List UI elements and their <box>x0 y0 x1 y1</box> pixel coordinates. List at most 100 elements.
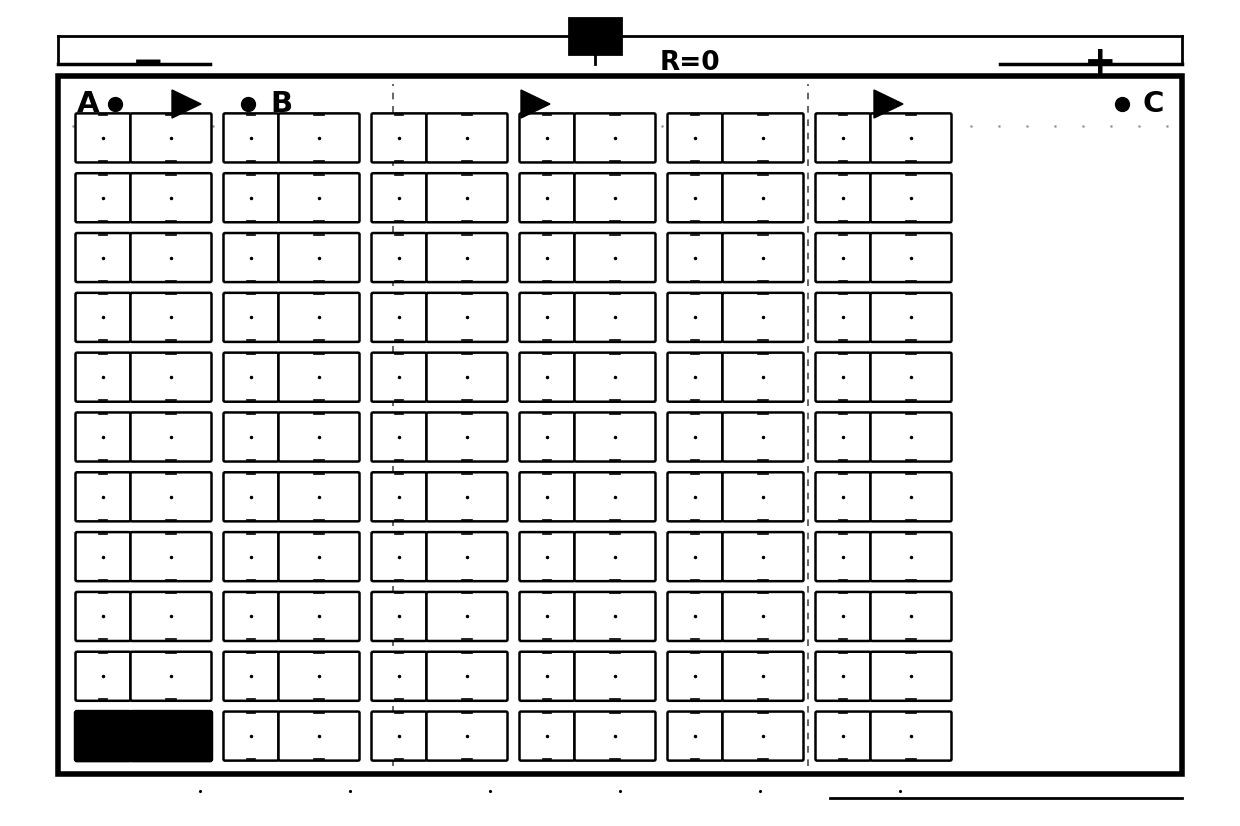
FancyBboxPatch shape <box>723 113 804 163</box>
FancyBboxPatch shape <box>816 412 870 462</box>
Polygon shape <box>172 90 201 118</box>
Text: A: A <box>77 90 99 118</box>
FancyBboxPatch shape <box>667 233 723 282</box>
FancyBboxPatch shape <box>574 353 656 401</box>
FancyBboxPatch shape <box>130 652 212 700</box>
FancyBboxPatch shape <box>574 652 656 700</box>
FancyBboxPatch shape <box>520 173 574 222</box>
Polygon shape <box>874 90 903 118</box>
FancyBboxPatch shape <box>372 353 427 401</box>
FancyBboxPatch shape <box>574 113 656 163</box>
FancyBboxPatch shape <box>427 412 507 462</box>
FancyBboxPatch shape <box>870 173 951 222</box>
FancyBboxPatch shape <box>76 353 130 401</box>
FancyBboxPatch shape <box>520 293 574 342</box>
FancyBboxPatch shape <box>723 592 804 641</box>
FancyBboxPatch shape <box>870 293 951 342</box>
FancyBboxPatch shape <box>667 412 723 462</box>
FancyBboxPatch shape <box>574 532 656 582</box>
FancyBboxPatch shape <box>279 353 360 401</box>
FancyBboxPatch shape <box>279 412 360 462</box>
FancyBboxPatch shape <box>279 173 360 222</box>
FancyBboxPatch shape <box>76 412 130 462</box>
Text: R=0: R=0 <box>660 50 720 76</box>
FancyBboxPatch shape <box>427 353 507 401</box>
FancyBboxPatch shape <box>279 532 360 582</box>
FancyBboxPatch shape <box>130 353 212 401</box>
FancyBboxPatch shape <box>870 532 951 582</box>
FancyBboxPatch shape <box>723 412 804 462</box>
FancyBboxPatch shape <box>574 173 656 222</box>
FancyBboxPatch shape <box>372 592 427 641</box>
FancyBboxPatch shape <box>574 412 656 462</box>
Text: C: C <box>1143 90 1164 118</box>
FancyBboxPatch shape <box>520 353 574 401</box>
FancyBboxPatch shape <box>870 353 951 401</box>
FancyBboxPatch shape <box>870 711 951 761</box>
FancyBboxPatch shape <box>870 412 951 462</box>
FancyBboxPatch shape <box>520 233 574 282</box>
FancyBboxPatch shape <box>76 472 130 521</box>
FancyBboxPatch shape <box>816 233 870 282</box>
FancyBboxPatch shape <box>667 711 723 761</box>
FancyBboxPatch shape <box>667 173 723 222</box>
FancyBboxPatch shape <box>574 293 656 342</box>
FancyBboxPatch shape <box>223 353 279 401</box>
FancyBboxPatch shape <box>427 173 507 222</box>
FancyBboxPatch shape <box>223 233 279 282</box>
FancyBboxPatch shape <box>76 233 130 282</box>
FancyBboxPatch shape <box>372 113 427 163</box>
FancyBboxPatch shape <box>520 113 574 163</box>
FancyBboxPatch shape <box>279 293 360 342</box>
FancyBboxPatch shape <box>816 711 870 761</box>
FancyBboxPatch shape <box>667 353 723 401</box>
FancyBboxPatch shape <box>667 293 723 342</box>
FancyBboxPatch shape <box>723 233 804 282</box>
FancyBboxPatch shape <box>427 711 507 761</box>
FancyBboxPatch shape <box>76 113 130 163</box>
FancyBboxPatch shape <box>870 233 951 282</box>
FancyBboxPatch shape <box>279 592 360 641</box>
FancyBboxPatch shape <box>427 113 507 163</box>
FancyBboxPatch shape <box>574 472 656 521</box>
FancyBboxPatch shape <box>723 293 804 342</box>
FancyBboxPatch shape <box>76 711 130 761</box>
FancyBboxPatch shape <box>870 113 951 163</box>
FancyBboxPatch shape <box>520 472 574 521</box>
FancyBboxPatch shape <box>223 293 279 342</box>
FancyBboxPatch shape <box>130 293 212 342</box>
FancyBboxPatch shape <box>279 711 360 761</box>
FancyBboxPatch shape <box>372 233 427 282</box>
FancyBboxPatch shape <box>574 592 656 641</box>
FancyBboxPatch shape <box>427 592 507 641</box>
FancyBboxPatch shape <box>130 711 212 761</box>
FancyBboxPatch shape <box>816 173 870 222</box>
FancyBboxPatch shape <box>816 532 870 582</box>
FancyBboxPatch shape <box>520 592 574 641</box>
Text: −: − <box>131 44 165 82</box>
FancyBboxPatch shape <box>372 293 427 342</box>
FancyBboxPatch shape <box>574 711 656 761</box>
FancyBboxPatch shape <box>574 233 656 282</box>
FancyBboxPatch shape <box>130 233 212 282</box>
Bar <box>58 76 1182 774</box>
FancyBboxPatch shape <box>816 472 870 521</box>
FancyBboxPatch shape <box>223 592 279 641</box>
FancyBboxPatch shape <box>372 652 427 700</box>
FancyBboxPatch shape <box>223 113 279 163</box>
FancyBboxPatch shape <box>279 472 360 521</box>
FancyBboxPatch shape <box>520 652 574 700</box>
FancyBboxPatch shape <box>130 113 212 163</box>
FancyBboxPatch shape <box>427 652 507 700</box>
FancyBboxPatch shape <box>427 293 507 342</box>
FancyBboxPatch shape <box>816 353 870 401</box>
FancyBboxPatch shape <box>723 472 804 521</box>
FancyBboxPatch shape <box>667 532 723 582</box>
FancyBboxPatch shape <box>223 652 279 700</box>
FancyBboxPatch shape <box>76 652 130 700</box>
FancyBboxPatch shape <box>130 532 212 582</box>
FancyBboxPatch shape <box>279 652 360 700</box>
FancyBboxPatch shape <box>816 652 870 700</box>
FancyBboxPatch shape <box>667 113 723 163</box>
FancyBboxPatch shape <box>76 532 130 582</box>
